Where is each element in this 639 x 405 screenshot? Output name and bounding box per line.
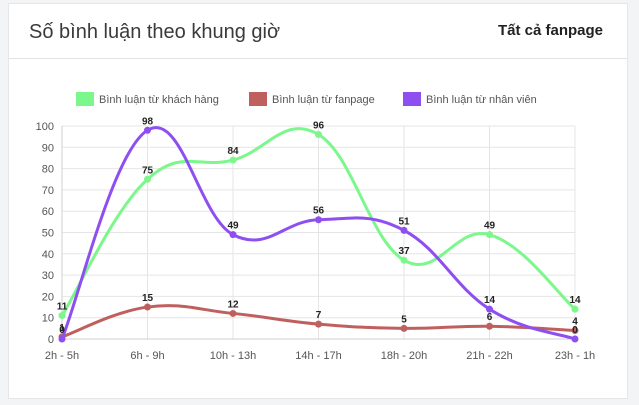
- x-tick-label: 2h - 5h: [45, 350, 79, 362]
- data-label: 12: [227, 299, 239, 310]
- data-point[interactable]: [486, 231, 493, 238]
- y-tick-label: 20: [42, 291, 54, 303]
- data-point[interactable]: [315, 321, 322, 328]
- x-tick-label: 10h - 13h: [210, 350, 256, 362]
- data-point[interactable]: [572, 336, 579, 343]
- data-label: 51: [398, 216, 410, 227]
- y-tick-label: 0: [48, 334, 54, 346]
- data-point[interactable]: [230, 157, 237, 164]
- data-point[interactable]: [401, 325, 408, 332]
- chart-legend: Bình luận từ khách hàng Bình luận từ fanp…: [76, 92, 537, 106]
- data-point[interactable]: [144, 176, 151, 183]
- x-tick-label: 14h - 17h: [295, 350, 341, 362]
- x-tick-label: 23h - 1h: [555, 350, 595, 362]
- y-tick-label: 60: [42, 206, 54, 218]
- y-tick-label: 70: [42, 185, 54, 197]
- data-label: 7: [316, 310, 322, 321]
- data-point[interactable]: [230, 231, 237, 238]
- y-tick-label: 30: [42, 270, 54, 282]
- legend-label: Bình luận từ khách hàng: [99, 94, 219, 106]
- legend-item[interactable]: Bình luận từ nhân viên: [403, 92, 537, 106]
- data-label: 56: [313, 206, 325, 217]
- y-tick-label: 50: [42, 228, 54, 240]
- y-tick-label: 100: [36, 121, 54, 133]
- y-tick-label: 40: [42, 249, 54, 261]
- data-label: 0: [59, 325, 65, 336]
- legend-swatch: [249, 92, 267, 106]
- data-label: 14: [484, 295, 496, 306]
- data-label: 84: [227, 146, 239, 157]
- data-point[interactable]: [315, 131, 322, 138]
- data-label: 96: [313, 121, 325, 132]
- data-label: 6: [487, 312, 493, 323]
- y-tick-label: 10: [42, 313, 54, 325]
- data-label: 49: [484, 221, 496, 232]
- y-tick-label: 80: [42, 164, 54, 176]
- data-label: 37: [398, 246, 410, 257]
- legend-item[interactable]: Bình luận từ khách hàng: [76, 92, 219, 106]
- data-point[interactable]: [401, 227, 408, 234]
- data-point[interactable]: [144, 304, 151, 311]
- y-tick-label: 90: [42, 142, 54, 154]
- data-label: 49: [227, 221, 239, 232]
- data-point[interactable]: [572, 306, 579, 313]
- data-point[interactable]: [59, 312, 66, 319]
- data-label: 75: [142, 165, 154, 176]
- data-point[interactable]: [144, 127, 151, 134]
- data-label: 15: [142, 293, 154, 304]
- legend-item[interactable]: Bình luận từ fanpage: [249, 92, 375, 106]
- data-point[interactable]: [59, 336, 66, 343]
- data-point[interactable]: [230, 310, 237, 317]
- data-point[interactable]: [315, 216, 322, 223]
- data-label: 98: [142, 116, 154, 127]
- data-label: 11: [57, 302, 68, 313]
- x-tick-label: 18h - 20h: [381, 350, 427, 362]
- x-tick-label: 21h - 22h: [466, 350, 512, 362]
- legend-label: Bình luận từ fanpage: [272, 94, 375, 106]
- data-label: 14: [569, 295, 581, 306]
- data-label: 0: [572, 325, 578, 336]
- data-point[interactable]: [401, 257, 408, 264]
- legend-swatch: [76, 92, 94, 106]
- x-tick-label: 6h - 9h: [130, 350, 164, 362]
- legend-swatch: [403, 92, 421, 106]
- data-point[interactable]: [486, 323, 493, 330]
- data-label: 5: [401, 314, 407, 325]
- legend-label: Bình luận từ nhân viên: [426, 94, 537, 106]
